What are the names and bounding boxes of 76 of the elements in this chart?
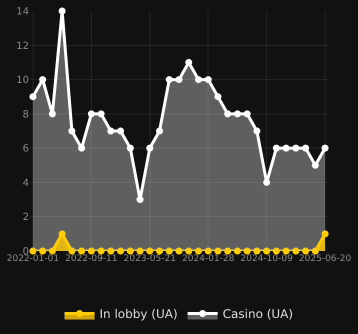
point	[302, 248, 310, 254]
y-tick-label: 12	[16, 40, 29, 52]
point	[58, 230, 66, 238]
point	[58, 8, 66, 14]
point	[166, 76, 173, 84]
point	[272, 248, 280, 254]
legend-label: In lobby (UA)	[100, 307, 178, 322]
point	[244, 110, 251, 118]
point	[185, 58, 192, 66]
point	[88, 110, 95, 118]
point	[312, 162, 319, 169]
y-tick-label: 4	[22, 178, 29, 189]
point	[166, 248, 173, 254]
x-tick-label: 2023-05-21	[124, 254, 176, 264]
point	[234, 110, 241, 118]
point	[322, 144, 329, 152]
point	[117, 128, 124, 134]
point	[302, 144, 310, 152]
point	[253, 248, 260, 254]
x-tick-label: 2025-06-20	[298, 254, 352, 264]
point	[78, 248, 86, 254]
point	[312, 248, 319, 254]
point	[234, 248, 241, 254]
point	[68, 248, 76, 254]
point	[272, 144, 280, 152]
point	[214, 93, 222, 100]
point	[107, 128, 114, 134]
point	[322, 230, 329, 238]
point	[29, 248, 36, 254]
point	[146, 248, 154, 254]
point	[194, 76, 202, 84]
point	[292, 248, 300, 254]
point	[78, 144, 86, 152]
point	[39, 76, 46, 84]
legend-label: Casino (UA)	[222, 307, 294, 322]
point	[156, 248, 164, 254]
point	[282, 144, 290, 152]
point	[176, 248, 182, 254]
point	[48, 248, 56, 254]
point	[136, 248, 144, 254]
point	[117, 248, 124, 254]
x-tick-label: 2022-09-11	[65, 254, 118, 264]
y-tick-label: 14	[16, 6, 29, 18]
point	[68, 128, 76, 134]
point	[263, 178, 270, 186]
point	[126, 144, 134, 152]
point	[98, 110, 105, 118]
point	[292, 144, 300, 152]
point	[48, 110, 56, 118]
point	[176, 76, 182, 84]
point	[146, 144, 154, 152]
point	[156, 128, 164, 134]
point	[253, 128, 260, 134]
point	[107, 248, 114, 254]
x-tick-label: 2024-01-28	[182, 254, 235, 264]
point	[194, 248, 202, 254]
point	[136, 196, 144, 204]
x-tick-label: 2024-10-09	[240, 254, 294, 264]
point	[263, 248, 270, 254]
point	[88, 248, 95, 254]
point	[282, 248, 290, 254]
point	[98, 248, 105, 254]
point	[224, 248, 232, 254]
y-tick-label: 8	[22, 109, 29, 120]
y-tick-label: 2	[22, 212, 29, 224]
point	[29, 93, 36, 100]
y-tick-label: 6	[22, 144, 29, 155]
y-tick-label: 10	[16, 75, 29, 86]
point	[224, 110, 232, 118]
point	[204, 76, 212, 84]
point	[126, 248, 134, 254]
point	[244, 248, 251, 254]
point	[204, 248, 212, 254]
point	[214, 248, 222, 254]
point	[39, 248, 46, 254]
point	[185, 248, 192, 254]
